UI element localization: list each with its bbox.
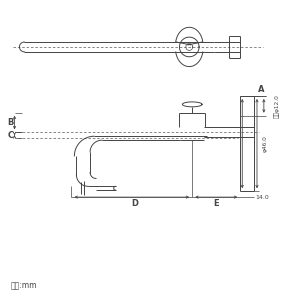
Text: 単位:mm: 単位:mm: [11, 281, 37, 290]
Text: D: D: [131, 199, 138, 208]
Text: A: A: [258, 85, 265, 94]
Text: B: B: [8, 118, 14, 127]
Text: φ46.0: φ46.0: [263, 135, 268, 152]
Text: 内径φ12.0: 内径φ12.0: [274, 94, 279, 118]
Text: C: C: [8, 131, 14, 140]
Text: E: E: [213, 199, 219, 208]
Text: 14.0: 14.0: [255, 195, 269, 200]
